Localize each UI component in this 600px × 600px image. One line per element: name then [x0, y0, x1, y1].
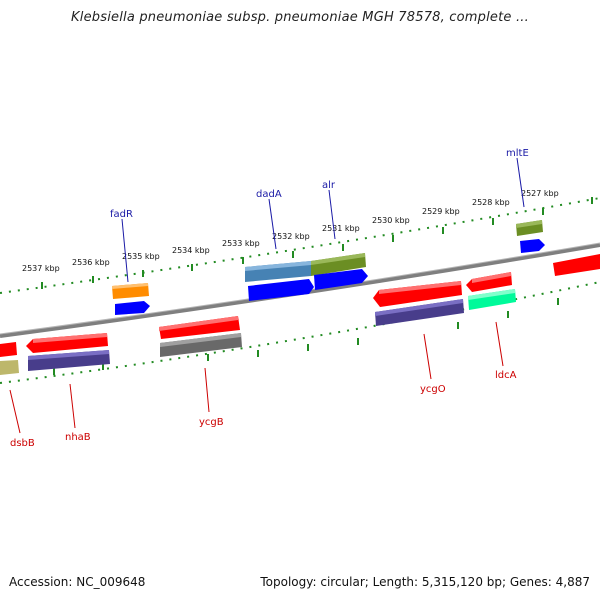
dsbB-cds: [0, 360, 19, 375]
forward-features: [112, 220, 600, 315]
ruler-label: 2534 kbp: [172, 246, 210, 255]
gene-label-alr: alr: [322, 180, 336, 191]
reverse-features: [0, 272, 516, 375]
ruler-labels: 2537 kbp 2536 kbp 2535 kbp 2534 kbp 2533…: [22, 189, 559, 273]
gene-label-fadR: fadR: [110, 209, 133, 220]
label-leaders: [9, 157, 525, 434]
ruler-label: 2535 kbp: [122, 252, 160, 261]
ruler-label: 2529 kbp: [422, 207, 460, 216]
gene-label-dsbB: dsbB: [10, 438, 35, 449]
gene-label-ycgB: ycgB: [199, 417, 224, 428]
cds-feature: [373, 281, 462, 307]
orf-feature: [520, 239, 545, 253]
gene-label-ycgO: ycgO: [420, 384, 446, 395]
gene-label-ldcA: ldcA: [495, 370, 517, 381]
accession-text: Accession: NC_009648: [9, 575, 146, 589]
gene-label-nhaB: nhaB: [65, 432, 91, 443]
gene-labels-bottom: dsbB nhaB ycgB ycgO ldcA: [10, 370, 517, 449]
gene-labels-top: fadR dadA alr mltE: [110, 148, 529, 220]
orf-feature: [248, 279, 314, 301]
genome-summary: Topology: circular; Length: 5,315,120 bp…: [260, 575, 590, 589]
gene-label-mltE: mltE: [506, 148, 529, 159]
ruler-label: 2536 kbp: [72, 258, 110, 267]
lower-tick-ring: [0, 281, 600, 384]
ruler-label: 2531 kbp: [322, 224, 360, 233]
cds-feature: [0, 342, 17, 357]
ruler-label: 2533 kbp: [222, 239, 260, 248]
cds-feature: [553, 254, 600, 276]
map-title: Klebsiella pneumoniae subsp. pneumoniae …: [71, 10, 529, 25]
ruler-label: 2530 kbp: [372, 216, 410, 225]
upper-tick-ring: [0, 197, 600, 294]
orf-feature: [115, 301, 150, 315]
ruler-label: 2527 kbp: [521, 189, 559, 198]
ruler-label: 2528 kbp: [472, 198, 510, 207]
gene-label-dadA: dadA: [256, 189, 282, 200]
ruler-label: 2537 kbp: [22, 264, 60, 273]
major-ticks: [41, 197, 593, 375]
ruler-label: 2532 kbp: [272, 232, 310, 241]
orf-feature: [314, 269, 368, 290]
